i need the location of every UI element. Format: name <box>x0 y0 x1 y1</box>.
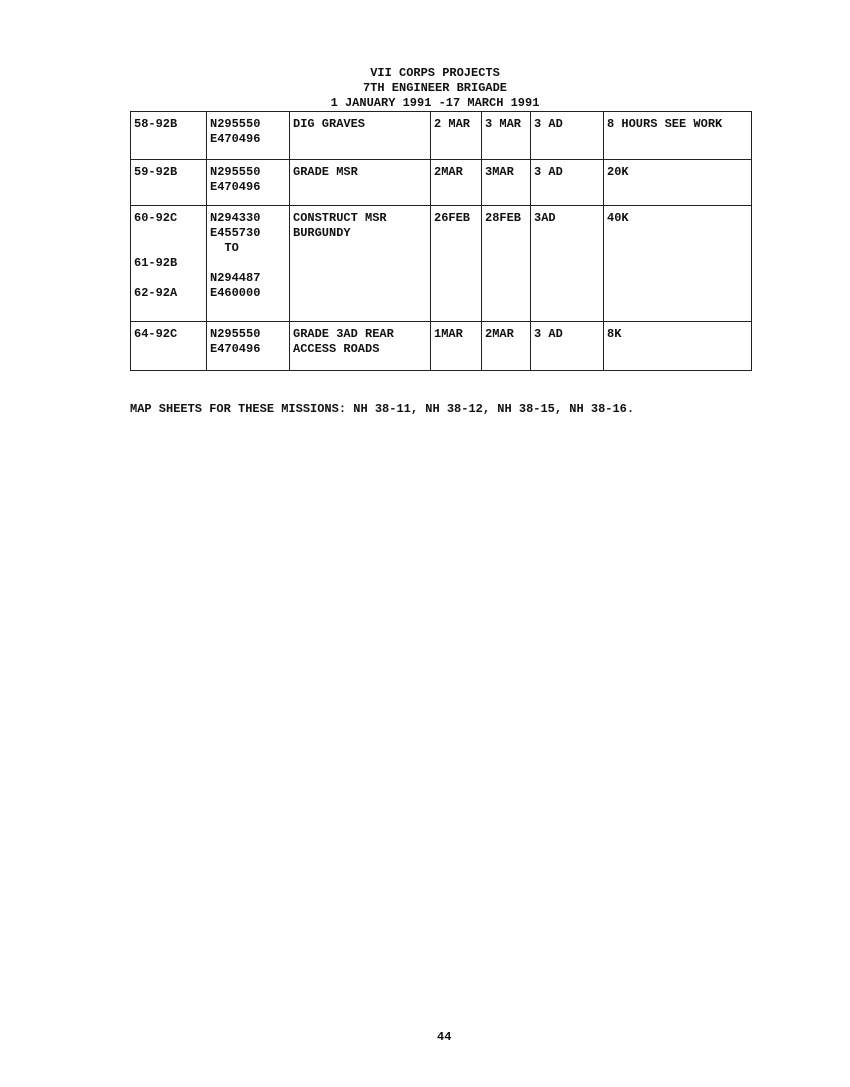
table-row: 59-92B N295550 E470496 GRADE MSR 2MAR 3M… <box>130 159 752 206</box>
grid-cell: N295550 E470496 <box>206 159 290 206</box>
project-cell: 64-92C <box>130 321 207 371</box>
task-cell: GRADE MSR <box>289 159 431 206</box>
end-cell: 28FEB <box>481 205 531 322</box>
notes-cell: 20K <box>603 159 752 206</box>
grid-cell: N295550 E470496 <box>206 111 290 160</box>
title-line-2: 7TH ENGINEER BRIGADE <box>362 81 508 95</box>
task-cell: CONSTRUCT MSR BURGUNDY <box>289 205 431 322</box>
end-cell: 3MAR <box>481 159 531 206</box>
end-cell: 3 MAR <box>481 111 531 160</box>
end-cell: 2MAR <box>481 321 531 371</box>
unit-cell: 3 AD <box>530 321 604 371</box>
map-sheets-note: MAP SHEETS FOR THESE MISSIONS: NH 38-11,… <box>130 402 635 416</box>
title-line-1: VII CORPS PROJECTS <box>370 66 500 80</box>
grid-cell: N295550 E470496 <box>206 321 290 371</box>
unit-cell: 3 AD <box>530 111 604 160</box>
unit-cell: 3 AD <box>530 159 604 206</box>
table-row: 60-92C 61-92B 62-92A N294330 E455730 TO … <box>130 205 752 322</box>
task-cell: DIG GRAVES <box>289 111 431 160</box>
start-cell: 2 MAR <box>430 111 482 160</box>
task-cell: GRADE 3AD REAR ACCESS ROADS <box>289 321 431 371</box>
title-line-3: 1 JANUARY 1991 -17 MARCH 1991 <box>330 96 540 110</box>
unit-cell: 3AD <box>530 205 604 322</box>
table-row: 58-92B N295550 E470496 DIG GRAVES 2 MAR … <box>130 111 752 160</box>
project-cell: 58-92B <box>130 111 207 160</box>
table-row: 64-92C N295550 E470496 GRADE 3AD REAR AC… <box>130 321 752 371</box>
grid-cell: N294330 E455730 TO N294487 E460000 <box>206 205 290 322</box>
project-cell: 60-92C 61-92B 62-92A <box>130 205 207 322</box>
start-cell: 26FEB <box>430 205 482 322</box>
notes-cell: 8 HOURS SEE WORK <box>603 111 752 160</box>
start-cell: 2MAR <box>430 159 482 206</box>
notes-cell: 40K <box>603 205 752 322</box>
start-cell: 1MAR <box>430 321 482 371</box>
projects-table: 58-92B N295550 E470496 DIG GRAVES 2 MAR … <box>130 111 752 371</box>
page-number: 44 <box>437 1030 452 1044</box>
project-cell: 59-92B <box>130 159 207 206</box>
notes-cell: 8K <box>603 321 752 371</box>
